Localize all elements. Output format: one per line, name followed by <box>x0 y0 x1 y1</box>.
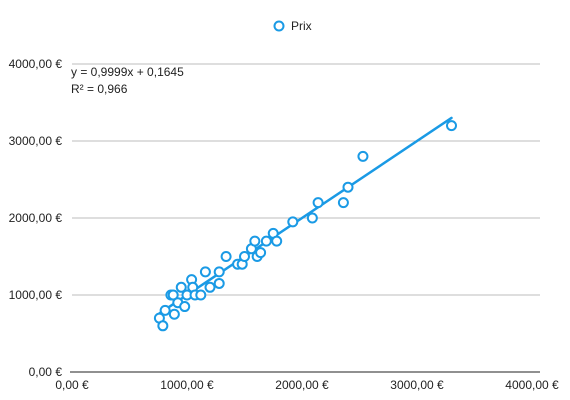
trendline-equation: y = 0,9999x + 0,1645 <box>71 65 184 79</box>
data-point-32 <box>337 197 349 209</box>
y-tick-label-0: 0,00 € <box>29 365 63 379</box>
legend-label-prix: Prix <box>291 19 312 33</box>
data-point-2 <box>159 304 171 316</box>
data-point-17 <box>213 277 225 289</box>
trendline-layer <box>158 116 453 315</box>
x-tick-label-4: 4000,00 € <box>505 378 559 392</box>
x-tick-label-2: 2000,00 € <box>275 378 329 392</box>
data-point-13 <box>195 289 207 301</box>
data-point-1 <box>157 320 169 332</box>
legend-marker <box>273 20 285 32</box>
trendline <box>158 116 453 315</box>
legend: Prix <box>273 19 312 33</box>
data-point-8 <box>179 301 191 313</box>
data-point-23 <box>249 235 261 247</box>
data-point-26 <box>260 235 272 247</box>
data-point-21 <box>239 251 250 262</box>
data-point-18 <box>220 251 232 262</box>
y-tick-label-1: 1000,00 € <box>9 288 63 302</box>
x-tick-label-0: 0,00 € <box>55 378 89 392</box>
y-tick-label-4: 4000,00 € <box>9 57 63 71</box>
data-point-5 <box>168 308 180 320</box>
data-point-29 <box>287 216 299 228</box>
data-point-25 <box>255 247 267 259</box>
grid-layer <box>72 63 540 296</box>
y-tick-label-3: 3000,00 € <box>9 134 63 148</box>
trendline-annotation: y = 0,9999x + 0,1645 R² = 0,966 <box>71 65 184 96</box>
data-point-7 <box>175 281 187 293</box>
data-point-14 <box>199 266 211 278</box>
trendline-r-squared: R² = 0,966 <box>71 82 128 96</box>
axis-layer: 0,00 € 1000,00 € 2000,00 € 3000,00 € 4000,00… <box>9 57 559 392</box>
data-point-28 <box>271 235 283 247</box>
data-point-15 <box>204 281 216 293</box>
data-point-16 <box>213 266 225 278</box>
data-point-35 <box>446 120 457 132</box>
data-point-30 <box>306 212 318 224</box>
data-point-33 <box>342 181 354 193</box>
data-point-4 <box>167 289 179 301</box>
x-tick-label-1: 1000,00 € <box>160 378 214 392</box>
data-point-34 <box>357 150 369 162</box>
data-points <box>153 120 457 332</box>
y-tick-label-2: 2000,00 € <box>9 211 63 225</box>
x-tick-label-3: 3000,00 € <box>390 378 444 392</box>
data-point-31 <box>312 197 324 209</box>
